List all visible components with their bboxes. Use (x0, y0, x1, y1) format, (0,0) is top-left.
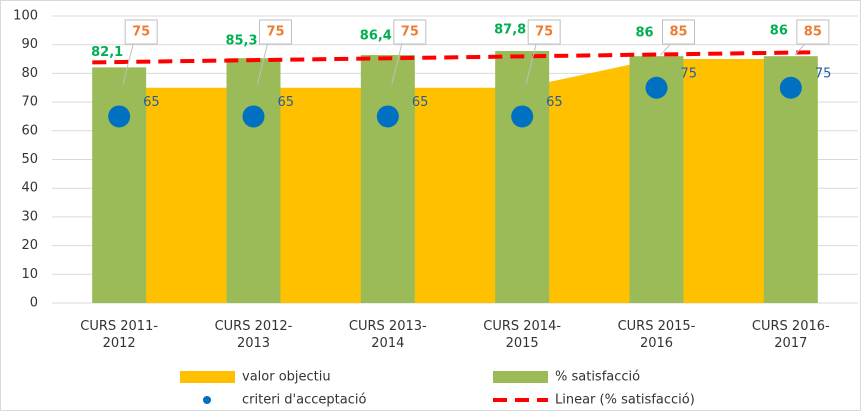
bar (92, 67, 147, 303)
point (376, 105, 399, 128)
callout-line (391, 43, 403, 84)
data-label: 86,4 (360, 29, 392, 44)
bar (360, 55, 415, 304)
callout-line (794, 43, 806, 56)
data-label: 75 (132, 25, 150, 40)
y-tick-label: 100 (13, 9, 38, 24)
data-label: 86 (635, 26, 653, 41)
x-tick-label: CURS 2016-2017 (751, 319, 830, 351)
y-tick-label: 40 (21, 181, 38, 196)
data-label: 75 (401, 25, 419, 40)
callout-line (525, 43, 537, 84)
point (108, 105, 131, 128)
callout-box (662, 19, 695, 45)
legend-swatch (493, 371, 548, 383)
data-label: 75 (535, 25, 553, 40)
callout-line (122, 43, 134, 84)
callout-line (257, 43, 268, 84)
x-tick-label: CURS 2012-2013 (214, 319, 293, 351)
trendline (92, 50, 818, 65)
data-label: 86 (770, 24, 788, 39)
callout-box (124, 19, 158, 45)
point (242, 105, 265, 128)
y-tick-label: 30 (21, 209, 38, 224)
data-label: 82,1 (91, 45, 123, 60)
y-tick-label: 70 (21, 95, 38, 110)
point (645, 76, 668, 99)
x-tick-label: CURS 2014-2015 (483, 319, 562, 351)
y-tick-label: 0 (30, 296, 38, 311)
legend-label: valor objectiu (242, 370, 331, 385)
area (119, 59, 791, 303)
data-label: 75 (266, 25, 284, 40)
point (511, 105, 534, 128)
y-tick-label: 60 (21, 123, 38, 138)
x-tick-label: CURS 2013-2014 (348, 319, 427, 351)
callout-box (796, 19, 830, 45)
bar (226, 58, 281, 304)
legend-label: criteri d'acceptació (242, 393, 366, 408)
data-label: 75 (681, 66, 698, 81)
legend-swatch (203, 396, 211, 404)
data-label: 65 (412, 95, 429, 110)
legend-label: % satisfacció (555, 370, 640, 385)
data-label: 85 (804, 25, 822, 40)
y-tick-label: 80 (21, 66, 38, 81)
callout-line (660, 43, 671, 56)
point (779, 76, 802, 99)
x-tick-label: CURS 2011-2012 (80, 319, 159, 351)
callout-box (393, 19, 427, 45)
y-tick-label: 90 (21, 37, 38, 52)
x-tick-label: CURS 2015-2016 (617, 319, 696, 351)
legend-label: Linear (% satisfacció) (555, 393, 695, 408)
y-tick-label: 10 (21, 267, 38, 282)
data-label: 65 (546, 95, 563, 110)
callout-box (259, 19, 292, 45)
bar (495, 51, 550, 303)
y-tick-label: 20 (21, 238, 38, 253)
data-label: 87,8 (494, 23, 526, 38)
y-tick-label: 50 (21, 152, 38, 167)
data-label: 85 (669, 25, 687, 40)
data-label: 85,3 (225, 34, 257, 49)
callout-box (527, 19, 561, 45)
data-label: 65 (278, 95, 295, 110)
data-label: 75 (815, 66, 832, 81)
legend-swatch (180, 371, 235, 383)
data-label: 65 (143, 95, 160, 110)
